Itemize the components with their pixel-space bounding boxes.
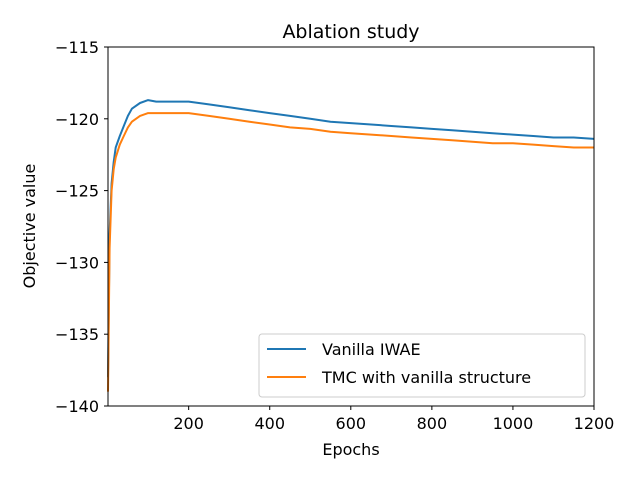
x-tick-label: 400: [254, 414, 285, 433]
x-tick-label: 1000: [493, 414, 534, 433]
series-layer: [107, 99, 595, 392]
series-line-0: [107, 99, 595, 378]
y-tick-label: −125: [55, 182, 99, 201]
y-tick-label: −135: [55, 325, 99, 344]
x-axis-ticks: 200 400 600 800 1000 1200: [173, 406, 614, 433]
x-axis-label: Epochs: [322, 440, 379, 459]
y-tick-label: −130: [55, 253, 99, 272]
y-tick-label: −115: [55, 38, 99, 57]
chart-title: Ablation study: [282, 21, 419, 43]
series-line-1: [107, 112, 594, 392]
x-tick-label: 800: [417, 414, 448, 433]
y-tick-label: −120: [55, 110, 99, 129]
legend-label-0: Vanilla IWAE: [322, 340, 421, 359]
legend: Vanilla IWAE TMC with vanilla structure: [258, 333, 586, 398]
x-tick-label: 1200: [574, 414, 615, 433]
x-tick-label: 600: [336, 414, 367, 433]
y-axis-label: Objective value: [20, 164, 39, 289]
legend-box: [258, 333, 586, 398]
legend-label-1: TMC with vanilla structure: [321, 368, 531, 387]
y-axis-ticks: −115 −120 −125 −130 −135 −140: [55, 38, 108, 416]
y-tick-label: −140: [55, 397, 99, 416]
x-tick-label: 200: [173, 414, 204, 433]
